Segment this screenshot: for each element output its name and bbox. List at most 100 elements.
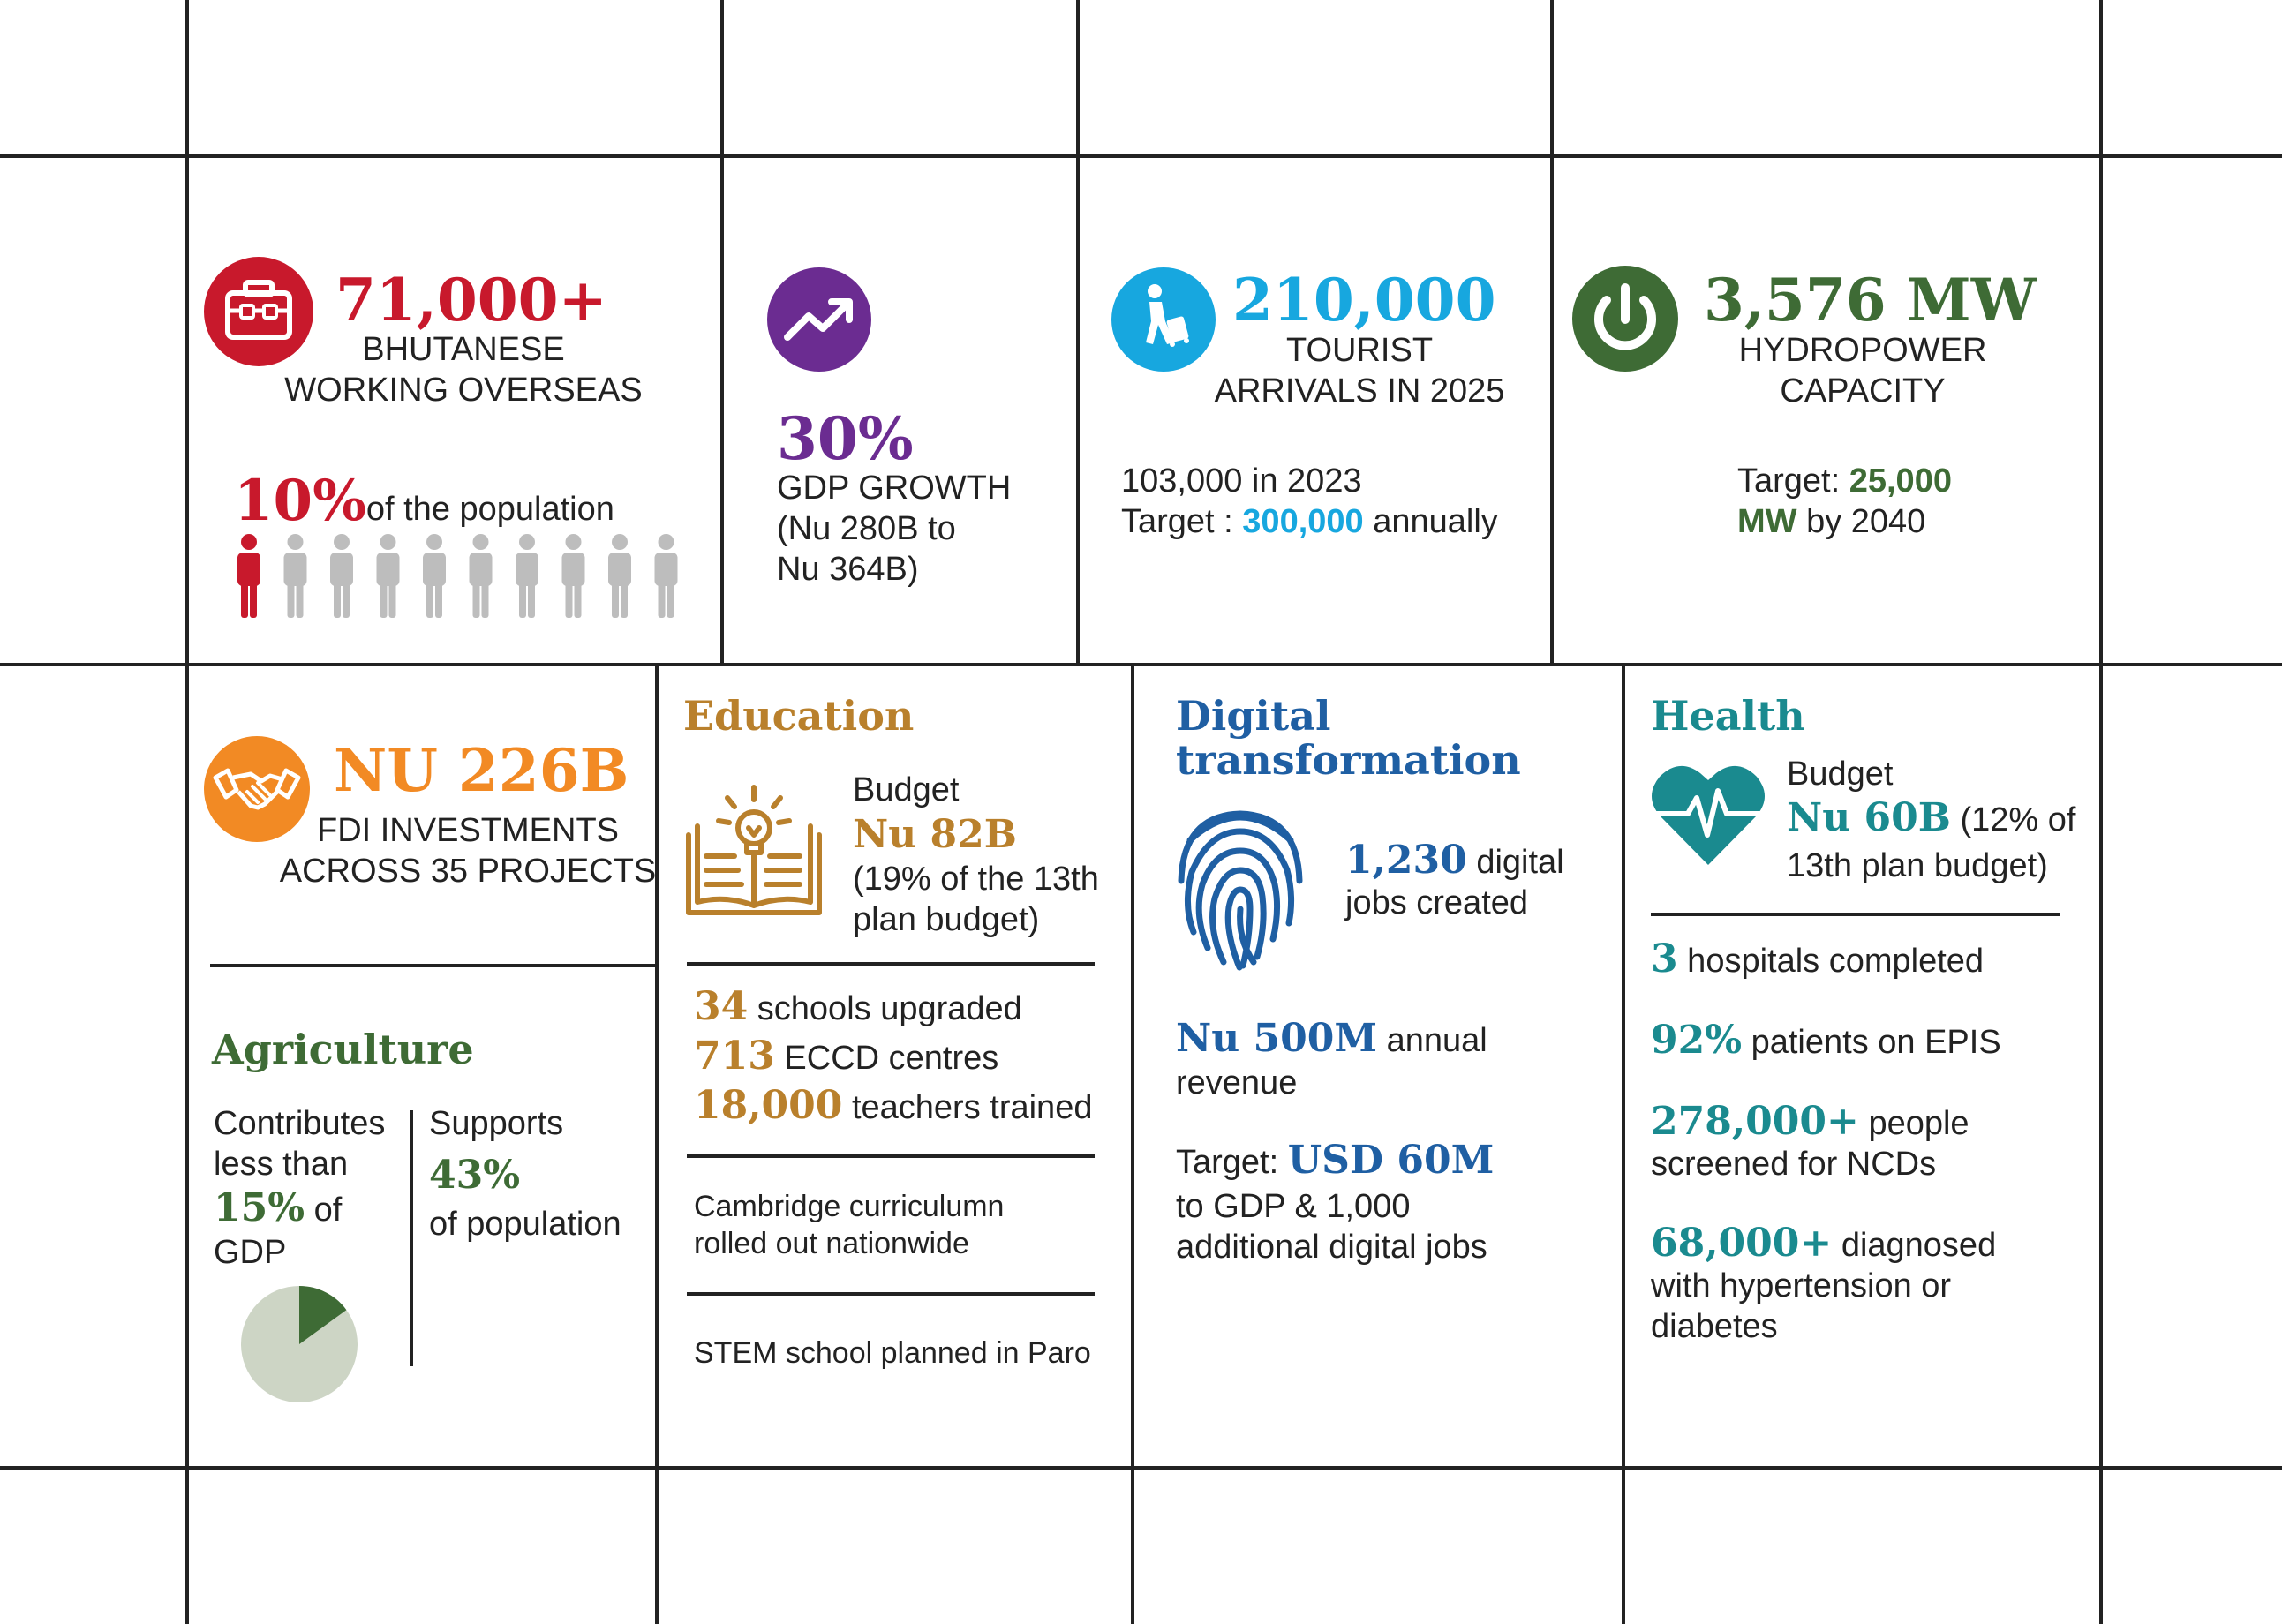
- person-icon: [608, 534, 631, 618]
- education-divider-3: [687, 1292, 1095, 1296]
- person-icon: [283, 534, 307, 618]
- education-stat-value: 713: [694, 1034, 775, 1079]
- person-highlighted-icon: [237, 534, 260, 618]
- health-stat-text: patients on EPIS: [1742, 1024, 2001, 1061]
- health-stat: 278,000+ people screened for NCDs: [1651, 1101, 2001, 1184]
- traveler-icon: [1111, 267, 1216, 372]
- education-stat-value: 34: [694, 984, 749, 1029]
- gdp-detail-line2: Nu 364B): [777, 551, 919, 588]
- education-title: Education: [683, 692, 915, 740]
- agriculture-left-line2: less than: [214, 1146, 349, 1183]
- digital-revenue-text2: revenue: [1176, 1064, 1298, 1101]
- power-icon: [1572, 266, 1678, 372]
- agriculture-left-line1: Contributes: [214, 1105, 386, 1142]
- education-stat-row: 34 schools upgraded: [694, 983, 1092, 1033]
- gdp-share-pie: [241, 1286, 358, 1402]
- person-icon: [654, 534, 678, 618]
- health-stat-text: hospitals completed: [1677, 943, 1985, 980]
- agriculture-left-value: 15%: [214, 1185, 305, 1230]
- education-budget-value: Nu 82B: [853, 812, 1017, 857]
- digital-target-line3: additional digital jobs: [1176, 1229, 1487, 1266]
- health-stat-text-line: screened for NCDs: [1651, 1146, 1937, 1183]
- hydro-target-prefix: Target:: [1737, 462, 1849, 500]
- handshake-icon: [204, 736, 310, 842]
- education-stat-text: schools upgraded: [748, 990, 1022, 1027]
- health-stat-value: 68,000+: [1651, 1221, 1833, 1266]
- gdp-detail-line1: (Nu 280B to: [777, 510, 956, 547]
- overseas-percent-row: 10%of the population: [234, 468, 614, 534]
- hydro-label-line1: HYDROPOWER: [1738, 332, 1987, 369]
- health-budget-row: Nu 60B (12% of: [1787, 798, 2075, 840]
- fdi-divider: [210, 964, 657, 967]
- heart-pulse-icon: [1650, 765, 1766, 865]
- overseas-value: 71,000+: [335, 266, 607, 335]
- health-stat-value: 3: [1651, 936, 1678, 981]
- hydro-target-suffix: by 2040: [1796, 503, 1926, 540]
- education-stat-value: 18,000: [694, 1083, 843, 1128]
- gdp-label-pos: GDP GROWTH: [777, 470, 1012, 507]
- digital-jobs-text1: digital: [1466, 844, 1564, 881]
- book-lightbulb-icon: [686, 785, 822, 915]
- education-budget-detail-line1: (19% of the 13th: [853, 861, 1099, 898]
- education-divider-2: [687, 1154, 1095, 1158]
- person-icon: [376, 534, 400, 618]
- population-pictogram: [237, 534, 678, 618]
- digital-jobs-value: 1,230: [1345, 838, 1467, 883]
- digital-revenue-text1: annual: [1377, 1022, 1487, 1059]
- health-budget-detail1: (12% of: [1950, 801, 2076, 838]
- fingerprint-icon: [1178, 810, 1303, 971]
- education-divider-1: [687, 962, 1095, 966]
- digital-revenue-value: Nu 500M: [1176, 1016, 1378, 1061]
- person-icon: [330, 534, 353, 618]
- digital-revenue-row1: Nu 500M annual: [1176, 1019, 1487, 1061]
- person-icon: [423, 534, 446, 618]
- digital-target-row1: Target: USD 60M: [1176, 1140, 1494, 1183]
- tourism-value: 210,000: [1232, 266, 1496, 335]
- agriculture-right-line1: Supports: [429, 1105, 564, 1142]
- hydro-target-row1: Target: 25,000: [1737, 461, 1952, 501]
- digital-target-prefix: Target:: [1176, 1144, 1288, 1181]
- overseas-percent-text: of the population: [365, 491, 614, 528]
- gdp-share-slice: [299, 1286, 347, 1344]
- tourism-target-prefix: Target :: [1121, 503, 1243, 540]
- health-budget-detail2: 13th plan budget): [1787, 847, 2048, 884]
- agriculture-right-value: 43%: [429, 1153, 521, 1198]
- hydro-label-line2: CAPACITY: [1780, 372, 1946, 410]
- agriculture-left-suffix: of: [305, 1192, 343, 1229]
- health-stat: 92% patients on EPIS: [1651, 1020, 2001, 1063]
- hydro-target-value-line2: MW: [1737, 503, 1797, 540]
- health-stat: 68,000+ diagnosed with hypertension or dia…: [1651, 1223, 2001, 1347]
- tourism-target-suffix: annually: [1363, 503, 1498, 540]
- fdi-label-line2: ACROSS 35 PROJECTS: [279, 853, 657, 890]
- health-budget-value: Nu 60B: [1787, 795, 1951, 840]
- tourism-target-row: Target : 300,000 annually: [1121, 501, 1498, 542]
- tourism-target-value: 300,000: [1242, 503, 1364, 540]
- person-icon: [561, 534, 585, 618]
- digital-jobs-text2: jobs created: [1345, 884, 1529, 921]
- tourism-label-line1: TOURIST: [1285, 332, 1434, 369]
- health-stat-text: people: [1858, 1105, 1969, 1142]
- health-stat-text: diagnosed: [1832, 1227, 1997, 1264]
- agriculture-vertical-divider: [410, 1110, 413, 1366]
- tourism-label-line2: ARRIVALS IN 2025: [1214, 372, 1505, 410]
- digital-title-line1: Digital: [1176, 692, 1331, 740]
- education-stat-row: 713 ECCD centres: [694, 1033, 1092, 1082]
- agriculture-right-line3: of population: [429, 1206, 621, 1243]
- overseas-label-line1: BHUTANESE: [362, 331, 565, 368]
- hydro-value: 3,576 MW: [1704, 266, 2037, 335]
- trending-up-icon: [767, 267, 871, 372]
- education-stat-text: teachers trained: [842, 1089, 1093, 1126]
- education-note1-line2: rolled out nationwide: [694, 1227, 969, 1260]
- digital-target-value: USD 60M: [1287, 1138, 1495, 1183]
- person-icon: [469, 534, 493, 618]
- tourism-line1: 103,000 in 2023: [1121, 462, 1362, 500]
- digital-title-line2: transformation: [1176, 736, 1521, 784]
- digital-target-line2: to GDP & 1,000: [1176, 1188, 1411, 1225]
- education-note1-line1: Cambridge curriculumn: [694, 1190, 1005, 1223]
- health-stats: 3 hospitals completed 92% patients on EPI…: [1651, 939, 2001, 1347]
- health-stat: 3 hospitals completed: [1651, 939, 2001, 981]
- overseas-percent: 10%: [234, 468, 366, 534]
- person-icon: [516, 534, 538, 618]
- gdp-value: 30%: [777, 404, 914, 473]
